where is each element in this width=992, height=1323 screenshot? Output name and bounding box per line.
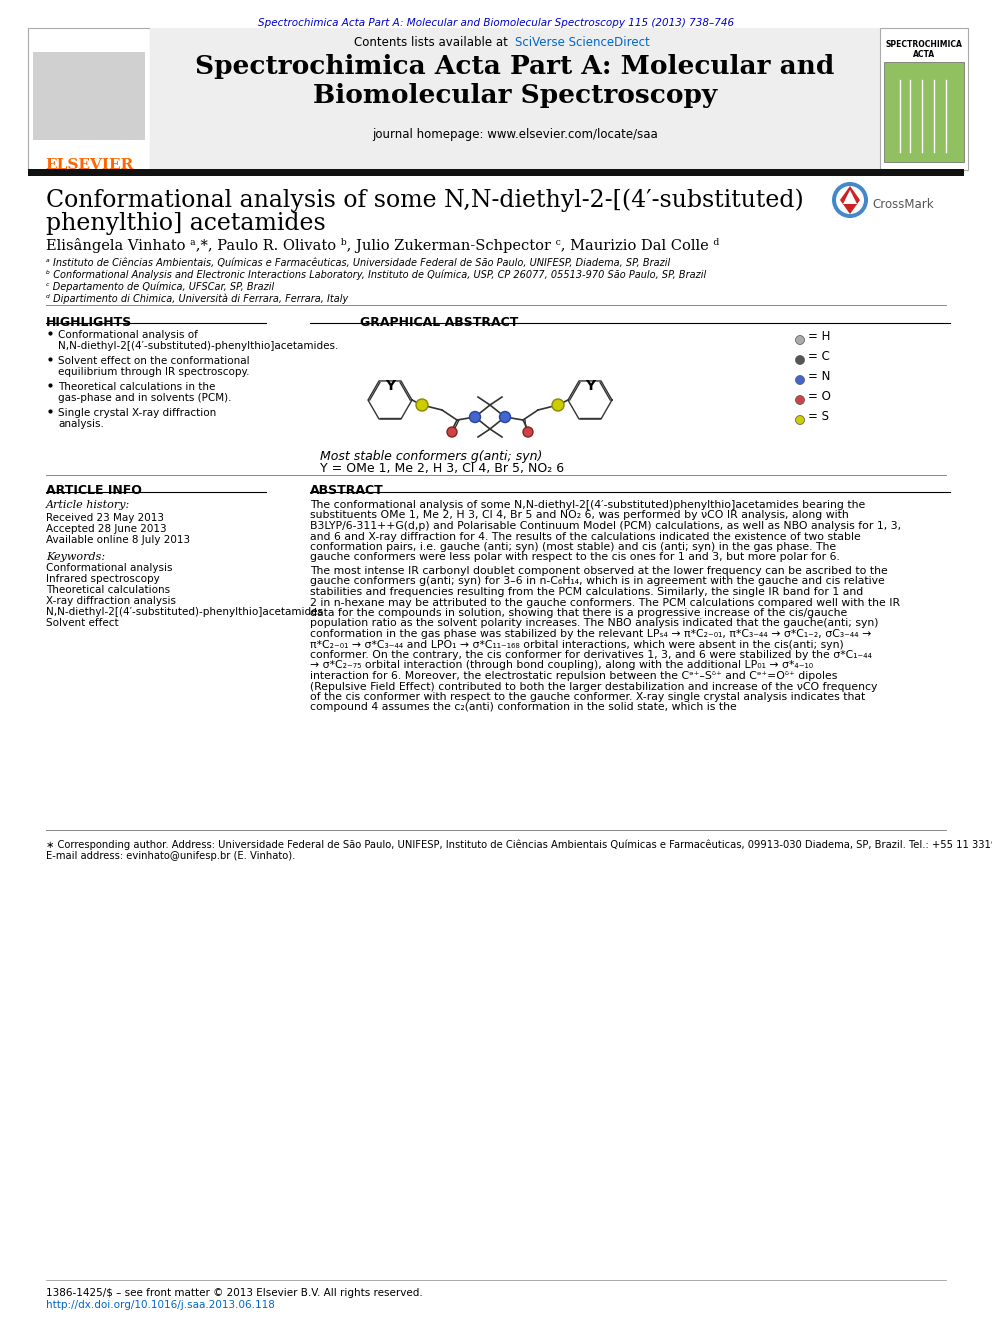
Text: N,N-diethyl-2[(4′-substituted)-phenylthio]acetamides: N,N-diethyl-2[(4′-substituted)-phenylthi…: [46, 607, 323, 617]
Ellipse shape: [796, 356, 805, 365]
Text: Solvent effect on the conformational: Solvent effect on the conformational: [58, 356, 250, 366]
Text: E-mail address: evinhato@unifesp.br (E. Vinhato).: E-mail address: evinhato@unifesp.br (E. …: [46, 851, 296, 861]
Text: of the cis conformer with respect to the gauche conformer. X-ray single crystal : of the cis conformer with respect to the…: [310, 692, 865, 703]
Text: CrossMark: CrossMark: [872, 198, 933, 210]
Text: Received 23 May 2013: Received 23 May 2013: [46, 513, 164, 523]
Ellipse shape: [447, 427, 457, 437]
Text: equilibrium through IR spectroscopy.: equilibrium through IR spectroscopy.: [58, 366, 250, 377]
Text: N,N-diethyl-2[(4′-substituted)-phenylthio]acetamides.: N,N-diethyl-2[(4′-substituted)-phenylthi…: [58, 341, 338, 351]
Text: Single crystal X-ray diffraction: Single crystal X-ray diffraction: [58, 407, 216, 418]
Text: Elisângela Vinhato ᵃ,*, Paulo R. Olivato ᵇ, Julio Zukerman-Schpector ᶜ, Maurizio: Elisângela Vinhato ᵃ,*, Paulo R. Olivato…: [46, 238, 719, 253]
Text: data for the compounds in solution, showing that there is a progressive increase: data for the compounds in solution, show…: [310, 609, 847, 618]
Text: Conformational analysis of some N,N-diethyl-2-[(4′-substituted): Conformational analysis of some N,N-diet…: [46, 188, 804, 212]
Ellipse shape: [796, 415, 805, 425]
Text: Infrared spectroscopy: Infrared spectroscopy: [46, 574, 160, 583]
Polygon shape: [843, 191, 857, 204]
Text: substituents OMe 1, Me 2, H 3, Cl 4, Br 5 and NO₂ 6, was performed by νCO IR ana: substituents OMe 1, Me 2, H 3, Cl 4, Br …: [310, 511, 849, 520]
Text: = S: = S: [808, 410, 829, 422]
Text: B3LYP/6-311++G(d,p) and Polarisable Continuum Model (PCM) calculations, as well : B3LYP/6-311++G(d,p) and Polarisable Cont…: [310, 521, 901, 531]
Text: gas-phase and in solvents (PCM).: gas-phase and in solvents (PCM).: [58, 393, 231, 404]
Text: Most stable conformers g(anti; syn): Most stable conformers g(anti; syn): [320, 450, 543, 463]
Ellipse shape: [552, 400, 564, 411]
Ellipse shape: [416, 400, 428, 411]
Text: and 6 and X-ray diffraction for 4. The results of the calculations indicated the: and 6 and X-ray diffraction for 4. The r…: [310, 532, 861, 541]
Text: Accepted 28 June 2013: Accepted 28 June 2013: [46, 524, 167, 534]
Text: Contents lists available at: Contents lists available at: [353, 36, 515, 49]
Bar: [884, 62, 964, 161]
Ellipse shape: [523, 427, 533, 437]
Text: Theoretical calculations: Theoretical calculations: [46, 585, 170, 595]
Ellipse shape: [469, 411, 480, 422]
Ellipse shape: [796, 376, 805, 385]
Text: conformation pairs, i.e. gauche (anti; syn) (most stable) and cis (anti; syn) in: conformation pairs, i.e. gauche (anti; s…: [310, 542, 836, 552]
Bar: [150, 28, 880, 169]
Text: ARTICLE INFO: ARTICLE INFO: [46, 484, 142, 497]
Text: Conformational analysis: Conformational analysis: [46, 564, 173, 573]
Bar: [28, 28, 150, 169]
Text: ᵈ Dipartimento di Chimica, Università di Ferrara, Ferrara, Italy: ᵈ Dipartimento di Chimica, Università di…: [46, 294, 348, 304]
Ellipse shape: [836, 187, 864, 214]
Text: Y = OMe 1, Me 2, H 3, Cl 4, Br 5, NO₂ 6: Y = OMe 1, Me 2, H 3, Cl 4, Br 5, NO₂ 6: [320, 462, 564, 475]
Text: Keywords:: Keywords:: [46, 552, 105, 562]
Text: gauche conformers were less polar with respect to the cis ones for 1 and 3, but : gauche conformers were less polar with r…: [310, 553, 840, 562]
Text: ∗ Corresponding author. Address: Universidade Federal de São Paulo, UNIFESP, Ins: ∗ Corresponding author. Address: Univers…: [46, 840, 992, 851]
Ellipse shape: [796, 336, 805, 344]
Text: Y: Y: [585, 378, 595, 393]
Text: ABSTRACT: ABSTRACT: [310, 484, 384, 497]
Ellipse shape: [796, 396, 805, 405]
Text: X-ray diffraction analysis: X-ray diffraction analysis: [46, 595, 176, 606]
Text: population ratio as the solvent polarity increases. The NBO analysis indicated t: population ratio as the solvent polarity…: [310, 618, 879, 628]
Text: stabilities and frequencies resulting from the PCM calculations. Similarly, the : stabilities and frequencies resulting fr…: [310, 587, 863, 597]
Text: 2 in n-hexane may be attributed to the gauche conformers. The PCM calculations c: 2 in n-hexane may be attributed to the g…: [310, 598, 900, 607]
Bar: [33, 52, 145, 140]
Text: HIGHLIGHTS: HIGHLIGHTS: [46, 316, 132, 329]
Text: = N: = N: [808, 369, 830, 382]
Text: analysis.: analysis.: [58, 419, 104, 429]
Text: gauche conformers g(anti; syn) for 3–6 in n-C₆H₁₄, which is in agreement with th: gauche conformers g(anti; syn) for 3–6 i…: [310, 577, 885, 586]
Text: (Repulsive Field Effect) contributed to both the larger destabilization and incr: (Repulsive Field Effect) contributed to …: [310, 681, 877, 692]
Text: phenylthio] acetamides: phenylthio] acetamides: [46, 212, 325, 235]
Text: = H: = H: [808, 329, 830, 343]
Text: The most intense IR carbonyl doublet component observed at the lower frequency c: The most intense IR carbonyl doublet com…: [310, 566, 888, 576]
Text: π*C₂₋₀₁ → σ*C₃₋₄₄ and LPO₁ → σ*C₁₁₋₁₆₈ orbital interactions, which were absent i: π*C₂₋₀₁ → σ*C₃₋₄₄ and LPO₁ → σ*C₁₁₋₁₆₈ o…: [310, 639, 844, 650]
Text: compound 4 assumes the c₂(anti) conformation in the solid state, which is the: compound 4 assumes the c₂(anti) conforma…: [310, 703, 737, 713]
Text: → σ*C₂₋₇₅ orbital interaction (through bond coupling), along with the additional: → σ*C₂₋₇₅ orbital interaction (through b…: [310, 660, 813, 671]
Text: Theoretical calculations in the: Theoretical calculations in the: [58, 382, 215, 392]
Text: ᵃ Instituto de Ciências Ambientais, Químicas e Farmacêuticas, Universidade Feder: ᵃ Instituto de Ciências Ambientais, Quím…: [46, 258, 671, 269]
Text: conformer. On the contrary, the cis conformer for derivatives 1, 3, and 6 were s: conformer. On the contrary, the cis conf…: [310, 650, 872, 660]
Text: Spectrochimica Acta Part A: Molecular and
Biomolecular Spectroscopy: Spectrochimica Acta Part A: Molecular an…: [195, 54, 834, 108]
Text: Available online 8 July 2013: Available online 8 July 2013: [46, 534, 190, 545]
Bar: [880, 28, 968, 169]
Text: The conformational analysis of some N,N-diethyl-2[(4′-substituted)phenylthio]ace: The conformational analysis of some N,N-…: [310, 500, 865, 509]
Bar: [28, 169, 964, 176]
Text: http://dx.doi.org/10.1016/j.saa.2013.06.118: http://dx.doi.org/10.1016/j.saa.2013.06.…: [46, 1301, 275, 1310]
Text: Spectrochimica Acta Part A: Molecular and Biomolecular Spectroscopy 115 (2013) 7: Spectrochimica Acta Part A: Molecular an…: [258, 19, 734, 28]
Text: Y: Y: [385, 378, 395, 393]
Text: conformation in the gas phase was stabilized by the relevant LPₛ₄ → π*C₂₋₀₁, π*C: conformation in the gas phase was stabil…: [310, 628, 871, 639]
Ellipse shape: [500, 411, 511, 422]
Text: journal homepage: www.elsevier.com/locate/saa: journal homepage: www.elsevier.com/locat…: [372, 128, 658, 142]
Text: interaction for 6. Moreover, the electrostatic repulsion between the Cᵊ⁺–Sᵟ⁺ and: interaction for 6. Moreover, the electro…: [310, 671, 837, 681]
Text: = C: = C: [808, 349, 830, 363]
Text: GRAPHICAL ABSTRACT: GRAPHICAL ABSTRACT: [360, 316, 519, 329]
Text: SciVerse ScienceDirect: SciVerse ScienceDirect: [515, 36, 650, 49]
Ellipse shape: [832, 183, 868, 218]
Text: = O: = O: [808, 389, 831, 402]
Text: Article history:: Article history:: [46, 500, 130, 509]
Text: ᵇ Conformational Analysis and Electronic Interactions Laboratory, Instituto de Q: ᵇ Conformational Analysis and Electronic…: [46, 270, 706, 280]
Text: SPECTROCHIMICA
ACTA: SPECTROCHIMICA ACTA: [886, 40, 962, 60]
Polygon shape: [840, 187, 860, 214]
Text: Solvent effect: Solvent effect: [46, 618, 119, 628]
Text: ᶜ Departamento de Química, UFSCar, SP, Brazil: ᶜ Departamento de Química, UFSCar, SP, B…: [46, 282, 274, 292]
Text: 1386-1425/$ – see front matter © 2013 Elsevier B.V. All rights reserved.: 1386-1425/$ – see front matter © 2013 El…: [46, 1289, 423, 1298]
Text: Conformational analysis of: Conformational analysis of: [58, 329, 197, 340]
Text: ELSEVIER: ELSEVIER: [45, 157, 133, 172]
